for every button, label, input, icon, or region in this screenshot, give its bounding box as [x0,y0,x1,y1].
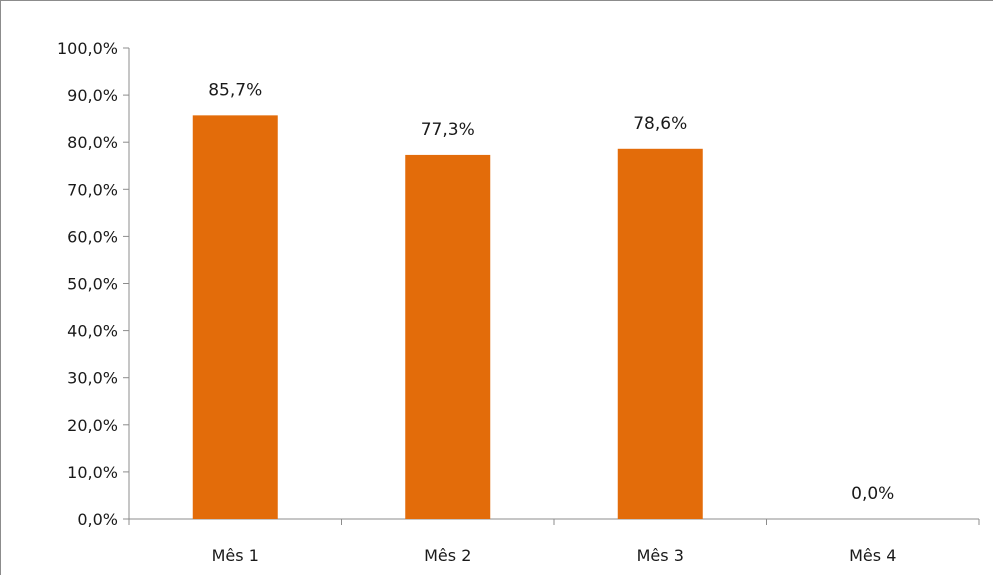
y-tick-label: 30,0% [67,369,118,388]
x-tick-label: Mês 2 [424,546,471,565]
y-tick-label: 50,0% [67,275,118,294]
y-tick-label: 60,0% [67,227,118,246]
y-tick-label: 20,0% [67,416,118,435]
y-tick-label: 90,0% [67,86,118,105]
data-label: 78,6% [633,114,687,134]
y-tick-label: 80,0% [67,133,118,152]
data-labels: 85,7% 77,3% 78,6% 0,0% [208,80,894,504]
data-label: 85,7% [208,80,262,100]
x-tick-label: Mês 3 [637,546,684,565]
bars [192,115,703,520]
x-tick-label: Mês 4 [849,546,896,565]
y-tick-label: 0,0% [77,510,118,529]
y-axis: 0,0% 10,0% 20,0% 30,0% 40,0% 50,0% 60,0% 70,0% 8… [57,39,130,529]
y-tick-label: 70,0% [67,180,118,199]
data-label: 0,0% [851,484,894,504]
y-tick-label: 10,0% [67,463,118,482]
y-tick-label: 40,0% [67,322,118,341]
bar [192,115,278,519]
x-axis: Mês 1 Mês 2 Mês 3 Mês 4 [128,518,980,565]
bar [617,148,703,519]
data-label: 77,3% [421,120,475,140]
bar [405,154,491,520]
y-tick-label: 100,0% [57,39,118,58]
x-tick-label: Mês 1 [212,546,259,565]
